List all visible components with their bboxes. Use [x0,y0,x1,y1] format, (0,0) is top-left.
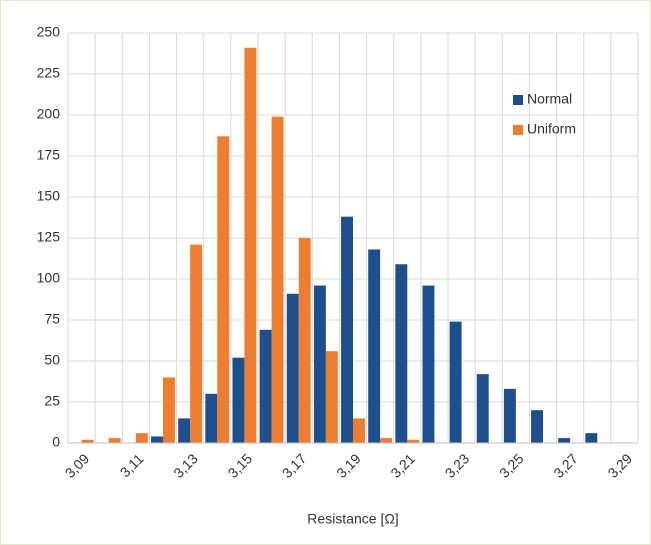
legend-label: Normal [527,91,572,107]
legend-swatch [513,125,523,135]
bar [503,388,516,443]
y-tick-label: 250 [37,24,61,40]
bar [205,393,218,443]
bar [353,418,365,443]
bar [313,285,326,443]
y-tick-label: 125 [37,229,61,245]
y-tick-label: 50 [44,352,60,368]
bar [585,433,598,443]
x-axis-label: Resistance [Ω] [307,511,398,527]
y-tick-label: 150 [37,188,61,204]
y-tick-label: 0 [52,434,60,450]
bar [271,116,284,443]
bar [325,351,338,443]
bar [163,377,175,443]
y-tick-label: 200 [37,106,61,122]
y-tick-label: 175 [37,147,61,163]
bar [81,439,94,443]
bar [232,357,245,443]
bar [531,410,543,443]
bar [558,438,571,443]
bar [259,329,272,443]
bar [407,439,420,443]
bar [217,136,230,443]
bar [244,47,257,443]
bar [422,285,435,443]
legend-label: Uniform [527,121,576,137]
bar [286,293,299,443]
y-tick-label: 75 [44,311,60,327]
bar [449,321,462,443]
bar [476,374,489,443]
bar [151,436,163,443]
bar [135,433,148,443]
bar [380,438,393,443]
bar [298,238,311,443]
y-tick-label: 25 [44,393,60,409]
bar [341,216,353,443]
legend-swatch [513,95,523,105]
y-tick-label: 225 [37,65,61,81]
bar [108,438,121,443]
bar [368,249,381,443]
y-tick-label: 100 [37,270,61,286]
bar [190,244,203,443]
bar [178,418,191,443]
bar [395,264,408,443]
